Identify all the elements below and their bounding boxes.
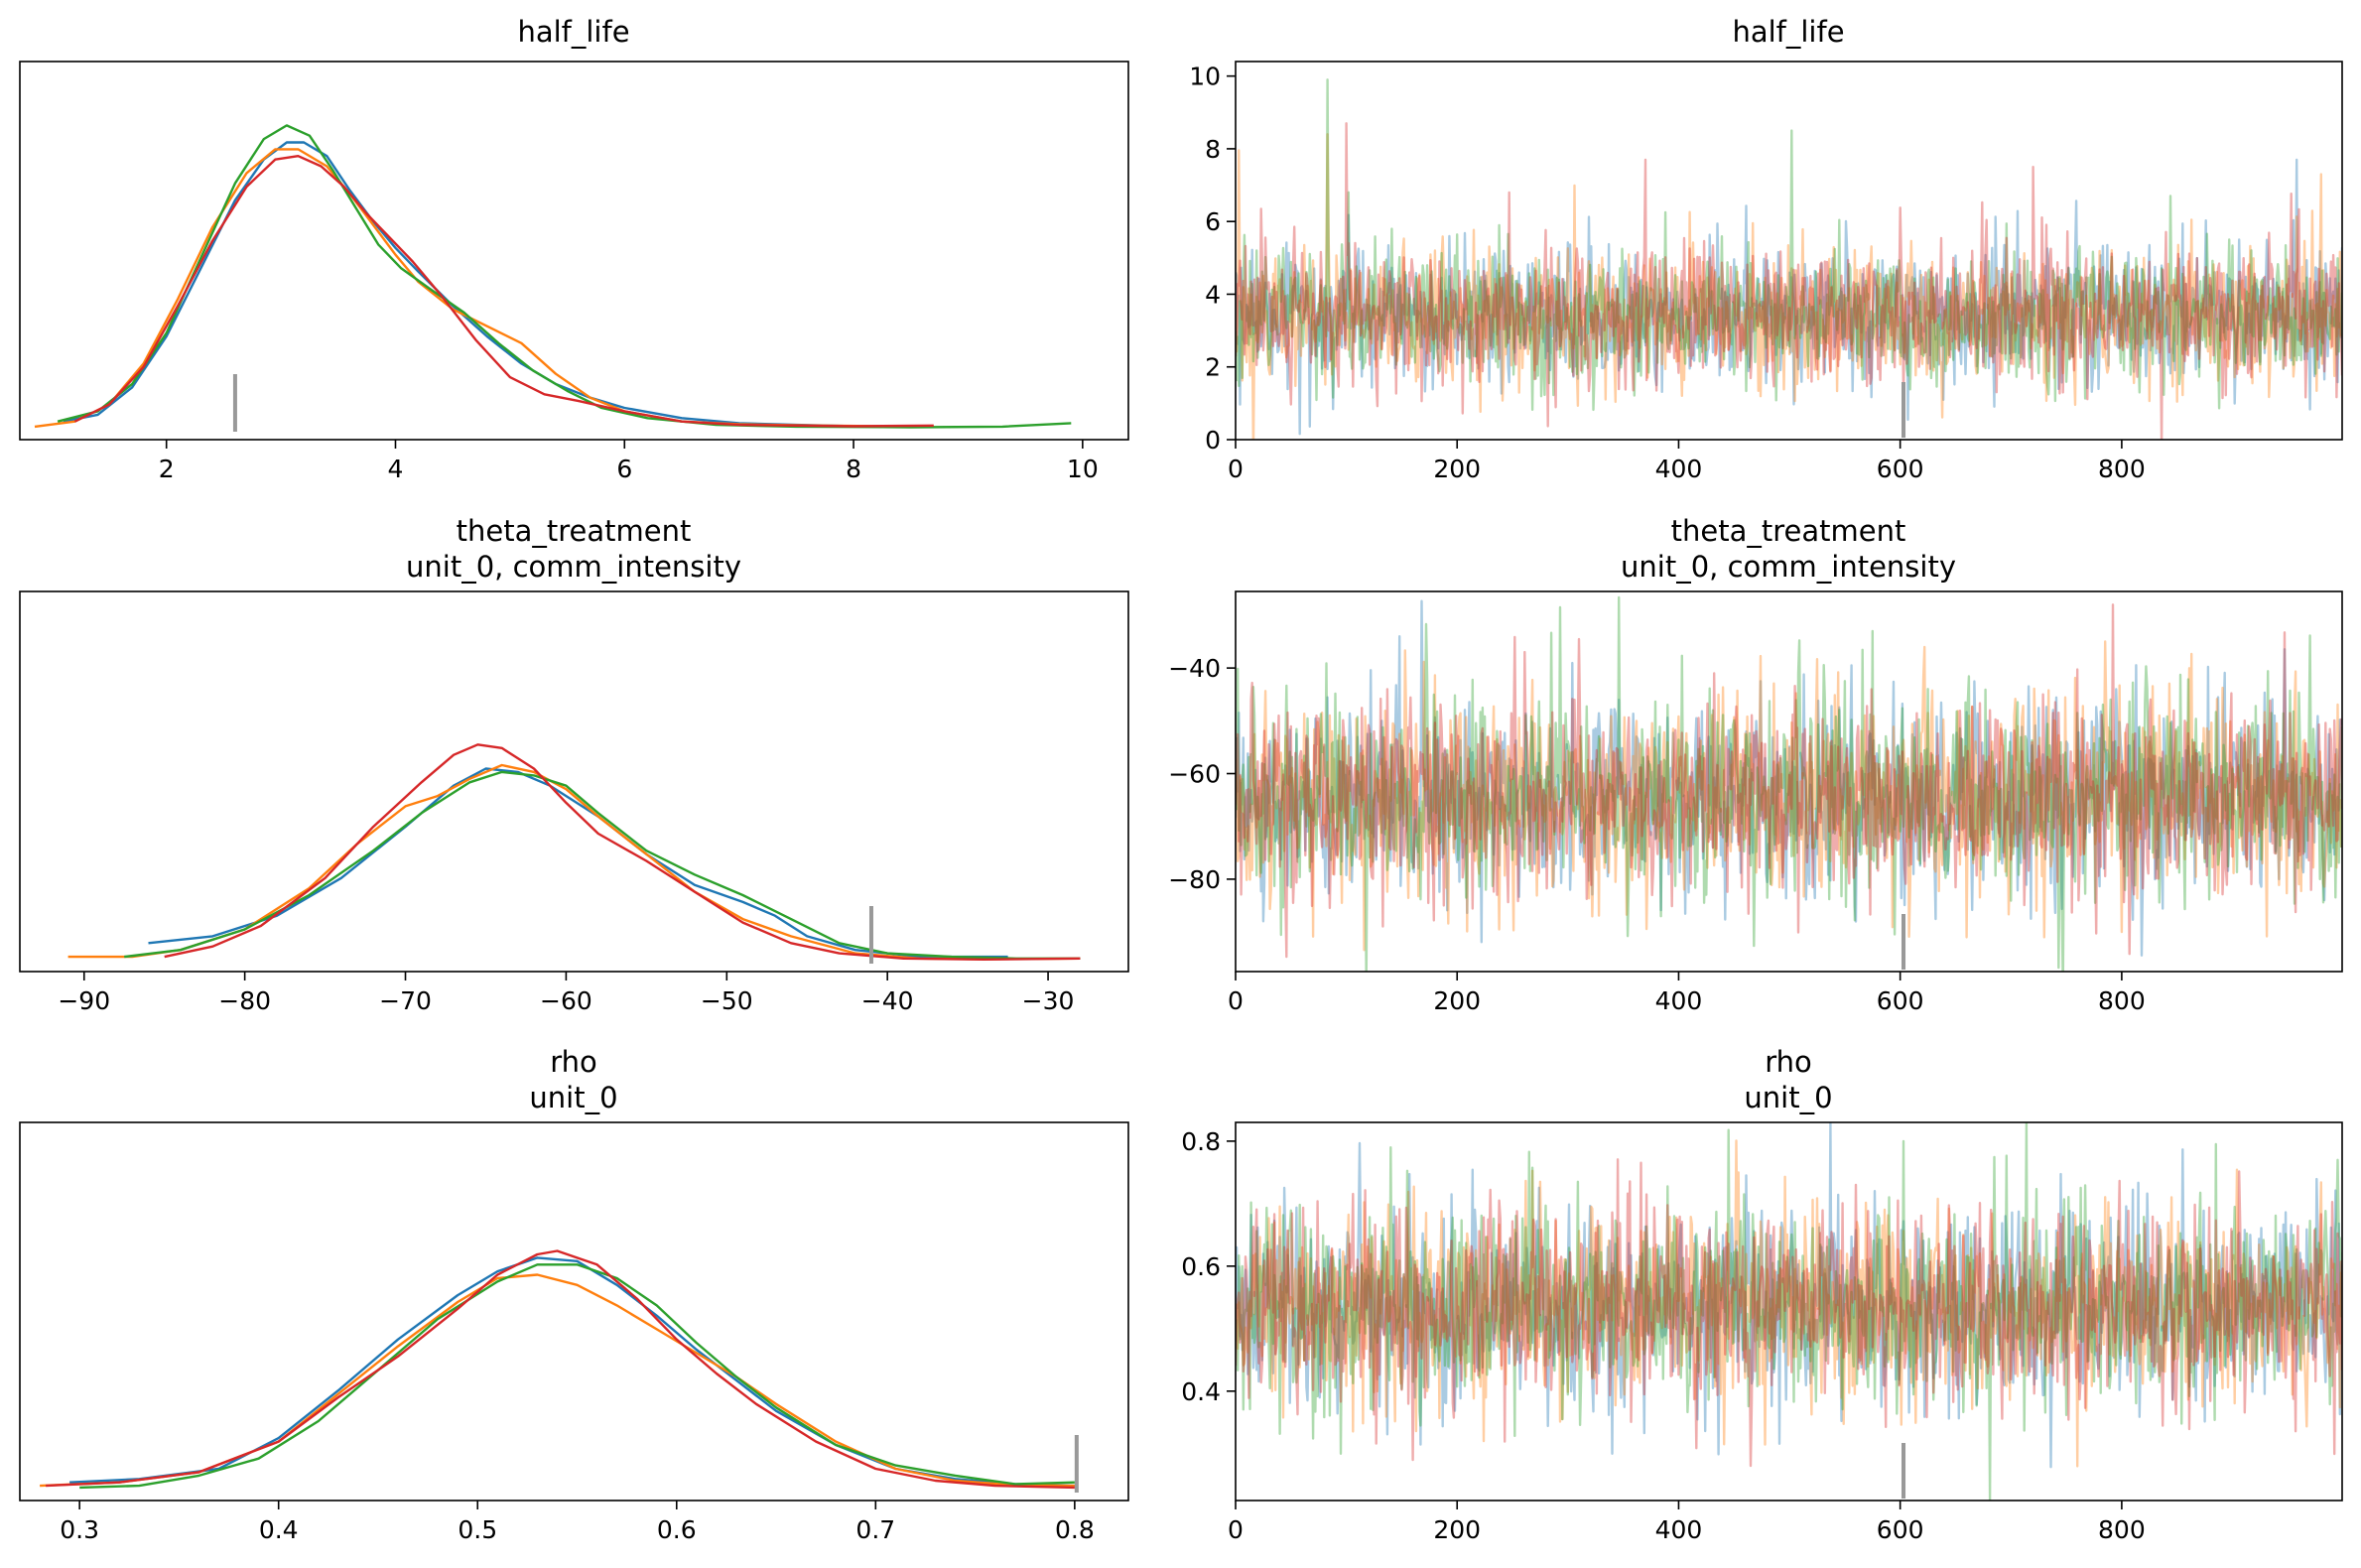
x-tick-label: 800 bbox=[2098, 986, 2146, 1015]
panel-rho-trace: rho unit_0 0 200 400 600 800 0.4 0.6 0.8 bbox=[1181, 1045, 2343, 1544]
density-line-chain-2 bbox=[79, 1263, 1075, 1490]
axes-frame bbox=[19, 61, 1129, 441]
plot-area bbox=[1236, 1122, 2342, 1501]
y-tick-label: 0.4 bbox=[1181, 1377, 1221, 1406]
panel-title-line: rho bbox=[1765, 1045, 1812, 1079]
trace-line-chain-0 bbox=[1236, 158, 2342, 436]
density-line-chain-1 bbox=[40, 1273, 1075, 1488]
y-tick-label: −40 bbox=[1168, 654, 1221, 683]
panel-theta-treatment-density: theta_treatment unit_0, comm_intensity −… bbox=[19, 514, 1129, 1015]
panel-theta-treatment-trace: theta_treatment unit_0, comm_intensity 0… bbox=[1168, 514, 2343, 1015]
panel-title-line: half_life bbox=[517, 15, 629, 49]
x-tick-label: −80 bbox=[218, 986, 271, 1015]
panel-title-line: half_life bbox=[1732, 15, 1844, 49]
density-line-chain-3 bbox=[73, 155, 934, 428]
x-tick-label: 800 bbox=[2098, 455, 2146, 483]
density-line-chain-0 bbox=[148, 767, 1008, 959]
trace-line-chain-1 bbox=[1236, 133, 2342, 440]
x-tick-label: 8 bbox=[846, 455, 861, 483]
panel-title-line: unit_0, comm_intensity bbox=[406, 550, 741, 584]
y-tick-label: 0 bbox=[1205, 426, 1221, 455]
x-tick-label: −40 bbox=[861, 986, 914, 1015]
panel-rho-density: rho unit_0 0.3 0.4 0.5 0.6 0.7 0.8 bbox=[19, 1045, 1129, 1544]
axes-frame bbox=[1235, 61, 2343, 441]
x-tick-label: 0.4 bbox=[259, 1515, 299, 1544]
panel-title-line: theta_treatment bbox=[1671, 514, 1906, 548]
plot-area bbox=[40, 1249, 1079, 1493]
density-line-chain-1 bbox=[67, 763, 1081, 961]
x-tick-label: 600 bbox=[1877, 455, 1924, 483]
plot-area bbox=[34, 124, 1072, 432]
x-tick-label: 10 bbox=[1067, 455, 1099, 483]
panel-title-line: rho bbox=[550, 1045, 597, 1079]
x-tick-label: 0.6 bbox=[657, 1515, 697, 1544]
trace-line-chain-0 bbox=[1236, 599, 2342, 957]
x-tick-label: −60 bbox=[540, 986, 592, 1015]
x-tick-label: 400 bbox=[1655, 455, 1703, 483]
density-line-chain-0 bbox=[69, 1256, 1075, 1488]
density-line-chain-0 bbox=[63, 141, 877, 429]
x-tick-label: 0.8 bbox=[1055, 1515, 1095, 1544]
trace-line-chain-2 bbox=[1236, 78, 2342, 412]
density-line-chain-2 bbox=[124, 770, 1081, 960]
trace-line-chain-2 bbox=[1236, 595, 2342, 972]
density-line-chain-3 bbox=[164, 743, 1081, 961]
y-tick-label: −60 bbox=[1168, 760, 1221, 789]
density-line-chain-2 bbox=[57, 124, 1072, 429]
trace-line-chain-0 bbox=[1236, 1122, 2342, 1469]
density-line-chain-1 bbox=[34, 148, 934, 429]
panel-title-line: unit_0, comm_intensity bbox=[1621, 550, 1956, 584]
y-tick-label: 10 bbox=[1189, 63, 1221, 91]
x-tick-label: 400 bbox=[1655, 986, 1703, 1015]
x-tick-label: −70 bbox=[379, 986, 432, 1015]
panel-title-line: theta_treatment bbox=[457, 514, 692, 548]
x-tick-label: 0.3 bbox=[60, 1515, 99, 1544]
y-tick-label: 8 bbox=[1205, 135, 1221, 164]
x-tick-label: 4 bbox=[388, 455, 404, 483]
x-tick-label: 800 bbox=[2098, 1515, 2146, 1544]
panel-title-line: unit_0 bbox=[529, 1081, 617, 1114]
axes-frame bbox=[19, 590, 1129, 973]
x-tick-label: −50 bbox=[701, 986, 753, 1015]
y-tick-label: 4 bbox=[1205, 280, 1221, 309]
trace-line-chain-3 bbox=[1236, 1158, 2342, 1468]
plot-area bbox=[1236, 595, 2342, 972]
x-tick-label: 600 bbox=[1877, 1515, 1924, 1544]
trace-line-chain-3 bbox=[1236, 603, 2342, 959]
trace-line-chain-1 bbox=[1236, 1139, 2342, 1468]
trace-line-chain-2 bbox=[1236, 1122, 2342, 1501]
trace-line-chain-1 bbox=[1236, 640, 2342, 952]
x-tick-label: 2 bbox=[159, 455, 175, 483]
x-tick-label: 6 bbox=[616, 455, 632, 483]
density-line-chain-3 bbox=[46, 1249, 1075, 1490]
x-tick-label: 0.5 bbox=[458, 1515, 497, 1544]
axes-frame bbox=[1235, 590, 2343, 973]
y-tick-label: 6 bbox=[1205, 207, 1221, 236]
panel-half-life-density: half_life 2 4 6 8 10 bbox=[19, 15, 1129, 483]
x-tick-label: 0 bbox=[1228, 1515, 1244, 1544]
x-tick-label: −30 bbox=[1022, 986, 1075, 1015]
x-tick-label: 200 bbox=[1433, 1515, 1481, 1544]
y-tick-label: 0.8 bbox=[1181, 1127, 1221, 1156]
x-tick-label: 200 bbox=[1433, 455, 1481, 483]
y-tick-label: 2 bbox=[1205, 353, 1221, 382]
x-tick-label: −90 bbox=[58, 986, 110, 1015]
trace-line-chain-3 bbox=[1236, 122, 2342, 440]
axes-frame bbox=[19, 1121, 1129, 1502]
x-tick-label: 200 bbox=[1433, 986, 1481, 1015]
x-tick-label: 0.7 bbox=[855, 1515, 895, 1544]
plot-area bbox=[1236, 78, 2342, 440]
x-tick-label: 400 bbox=[1655, 1515, 1703, 1544]
x-tick-label: 0 bbox=[1228, 986, 1244, 1015]
y-tick-label: −80 bbox=[1168, 865, 1221, 894]
plot-area bbox=[67, 743, 1081, 964]
y-tick-label: 0.6 bbox=[1181, 1252, 1221, 1281]
panel-half-life-trace: half_life 0 200 400 600 800 0 2 4 6 8 10 bbox=[1189, 15, 2343, 483]
panel-title-line: unit_0 bbox=[1744, 1081, 1832, 1114]
axes-frame bbox=[1235, 1121, 2343, 1502]
x-tick-label: 600 bbox=[1877, 986, 1924, 1015]
x-tick-label: 0 bbox=[1228, 455, 1244, 483]
